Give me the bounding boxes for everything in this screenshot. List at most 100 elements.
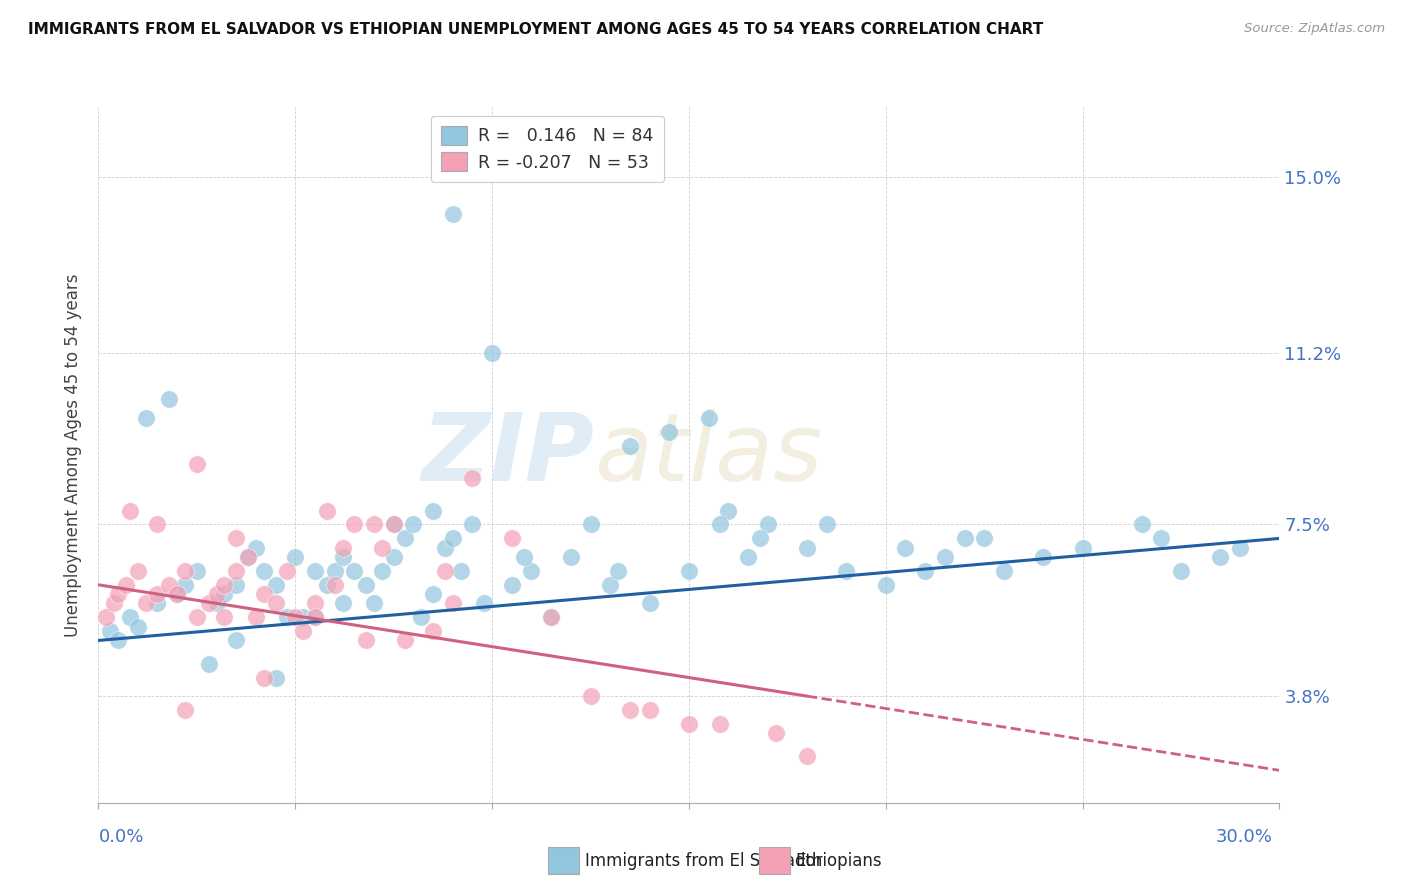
- Point: [107, 633, 129, 648]
- Point: [411, 610, 433, 624]
- Point: [441, 596, 464, 610]
- Point: [354, 633, 377, 648]
- Point: [394, 532, 416, 546]
- Point: [638, 703, 661, 717]
- Point: [174, 564, 197, 578]
- Point: [323, 564, 346, 578]
- Point: [540, 610, 562, 624]
- Point: [276, 564, 298, 578]
- Point: [450, 564, 472, 578]
- Point: [135, 596, 157, 610]
- Point: [953, 532, 976, 546]
- Point: [619, 439, 641, 453]
- Point: [422, 503, 444, 517]
- Point: [166, 587, 188, 601]
- Point: [934, 549, 956, 564]
- Point: [501, 532, 523, 546]
- Point: [197, 596, 219, 610]
- Point: [540, 610, 562, 624]
- Point: [560, 549, 582, 564]
- Point: [678, 717, 700, 731]
- Point: [292, 624, 315, 639]
- Point: [371, 564, 394, 578]
- Y-axis label: Unemployment Among Ages 45 to 54 years: Unemployment Among Ages 45 to 54 years: [65, 273, 83, 637]
- Point: [748, 532, 770, 546]
- Point: [756, 517, 779, 532]
- Point: [1150, 532, 1173, 546]
- Point: [835, 564, 858, 578]
- Point: [894, 541, 917, 555]
- Text: ZIP: ZIP: [422, 409, 595, 501]
- Text: Ethiopians: Ethiopians: [796, 852, 883, 870]
- Point: [253, 587, 276, 601]
- Point: [461, 517, 484, 532]
- Point: [245, 610, 267, 624]
- Point: [579, 689, 602, 703]
- Point: [197, 657, 219, 671]
- Point: [135, 410, 157, 425]
- Point: [709, 717, 731, 731]
- Point: [292, 610, 315, 624]
- Text: 30.0%: 30.0%: [1216, 828, 1272, 846]
- Point: [332, 549, 354, 564]
- Point: [1209, 549, 1232, 564]
- Point: [658, 425, 681, 439]
- Point: [382, 517, 405, 532]
- Point: [146, 596, 169, 610]
- Point: [472, 596, 495, 610]
- Point: [214, 587, 236, 601]
- Point: [186, 610, 208, 624]
- Text: Source: ZipAtlas.com: Source: ZipAtlas.com: [1244, 22, 1385, 36]
- Point: [276, 610, 298, 624]
- Point: [205, 596, 228, 610]
- Point: [236, 549, 259, 564]
- Point: [98, 624, 121, 639]
- Point: [304, 610, 326, 624]
- Point: [1071, 541, 1094, 555]
- Point: [332, 541, 354, 555]
- Point: [1229, 541, 1251, 555]
- Point: [638, 596, 661, 610]
- Point: [737, 549, 759, 564]
- Point: [363, 517, 385, 532]
- Text: Immigrants from El Salvador: Immigrants from El Salvador: [585, 852, 823, 870]
- Point: [225, 633, 247, 648]
- Point: [214, 610, 236, 624]
- Legend: R =   0.146   N = 84, R = -0.207   N = 53: R = 0.146 N = 84, R = -0.207 N = 53: [430, 116, 664, 182]
- Point: [284, 610, 307, 624]
- Point: [973, 532, 995, 546]
- Point: [382, 517, 405, 532]
- Point: [796, 541, 818, 555]
- Point: [323, 578, 346, 592]
- Point: [264, 671, 287, 685]
- Point: [599, 578, 621, 592]
- Point: [236, 549, 259, 564]
- Point: [796, 749, 818, 764]
- Point: [157, 392, 180, 407]
- Point: [225, 564, 247, 578]
- Point: [402, 517, 425, 532]
- Point: [717, 503, 740, 517]
- Point: [382, 549, 405, 564]
- Point: [304, 596, 326, 610]
- Point: [174, 703, 197, 717]
- Point: [225, 578, 247, 592]
- Point: [315, 503, 337, 517]
- Point: [512, 549, 534, 564]
- Point: [304, 610, 326, 624]
- Point: [993, 564, 1015, 578]
- Point: [253, 671, 276, 685]
- Point: [1170, 564, 1192, 578]
- Point: [343, 517, 366, 532]
- Point: [579, 517, 602, 532]
- Point: [343, 564, 366, 578]
- Point: [186, 457, 208, 471]
- Text: IMMIGRANTS FROM EL SALVADOR VS ETHIOPIAN UNEMPLOYMENT AMONG AGES 45 TO 54 YEARS : IMMIGRANTS FROM EL SALVADOR VS ETHIOPIAN…: [28, 22, 1043, 37]
- Point: [284, 549, 307, 564]
- Point: [481, 346, 503, 360]
- Point: [146, 517, 169, 532]
- Point: [253, 564, 276, 578]
- Point: [304, 564, 326, 578]
- Point: [441, 532, 464, 546]
- Text: atlas: atlas: [595, 409, 823, 500]
